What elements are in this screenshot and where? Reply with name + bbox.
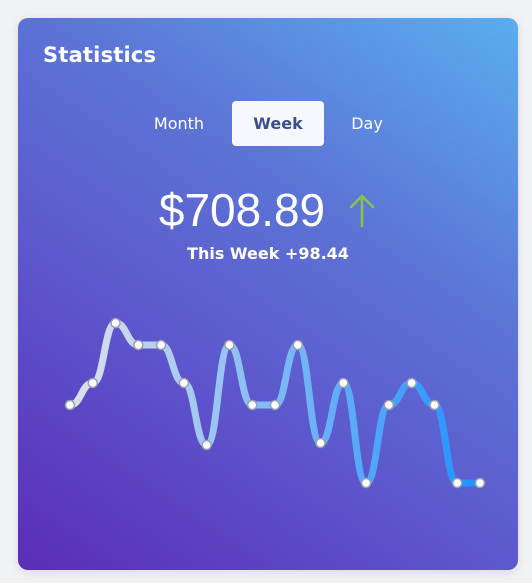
weekly-change-caption: This Week +98.44 [187, 244, 349, 263]
data-point-15[interactable] [383, 399, 395, 411]
card-title: Statistics [43, 43, 157, 67]
data-point-5[interactable] [155, 339, 167, 351]
tab-week[interactable]: Week [232, 101, 324, 146]
data-point-6[interactable] [178, 377, 190, 389]
data-point-8[interactable] [224, 339, 235, 351]
data-point-10[interactable] [269, 399, 281, 411]
data-point-19[interactable] [474, 477, 486, 489]
data-point-17[interactable] [429, 399, 440, 411]
data-point-16[interactable] [406, 377, 417, 389]
tab-month[interactable]: Month [153, 114, 205, 133]
data-point-13[interactable] [338, 377, 349, 389]
data-point-12[interactable] [315, 437, 326, 449]
arrow-up-icon [349, 194, 375, 228]
data-point-1[interactable] [64, 399, 76, 411]
period-tabs: Month Week Day [138, 101, 400, 146]
statistics-card: Statistics Month Week Day $708.89 This W… [18, 18, 518, 570]
data-point-18[interactable] [451, 477, 463, 489]
data-point-2[interactable] [87, 377, 99, 389]
data-point-11[interactable] [292, 339, 304, 351]
total-amount: $708.89 [158, 184, 326, 236]
tab-day[interactable]: Day [351, 114, 383, 133]
amount-row: $708.89 [18, 183, 518, 237]
data-point-7[interactable] [201, 439, 212, 451]
data-point-4[interactable] [133, 339, 144, 351]
data-point-14[interactable] [360, 477, 372, 489]
data-point-3[interactable] [110, 317, 121, 329]
data-point-9[interactable] [246, 399, 258, 411]
